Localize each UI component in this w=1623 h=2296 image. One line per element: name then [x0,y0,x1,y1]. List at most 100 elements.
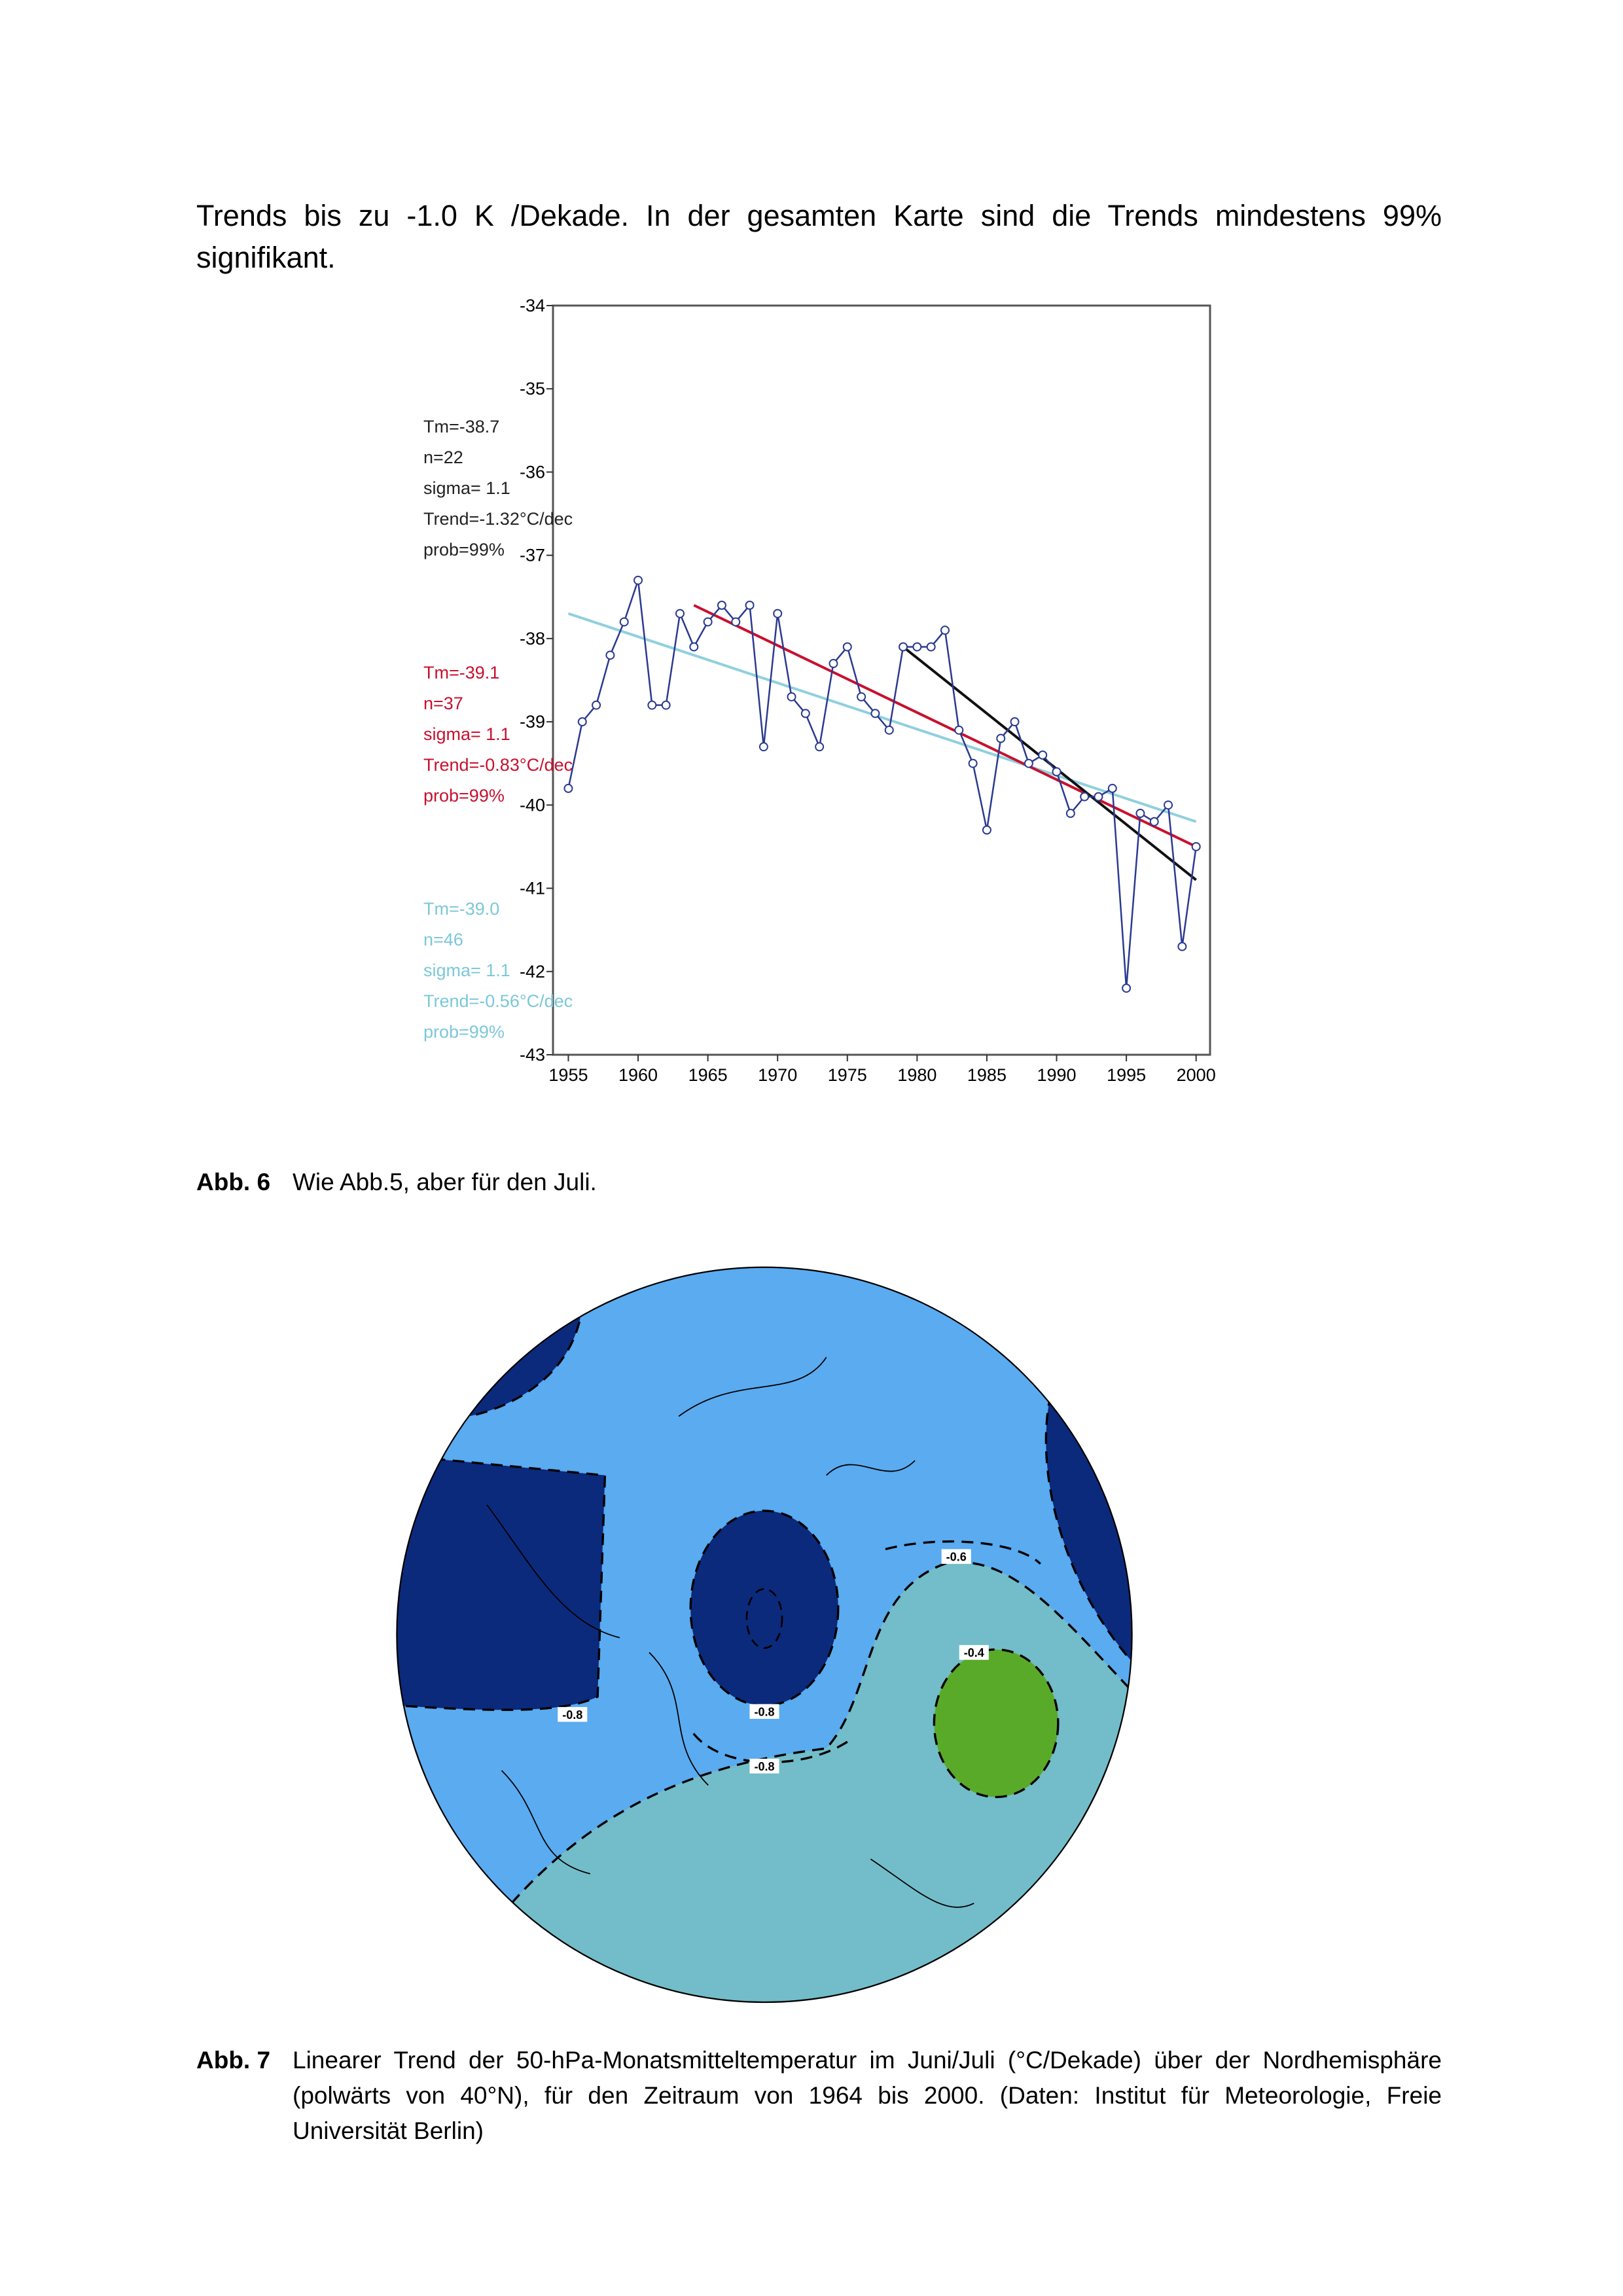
trend-line [693,604,1197,848]
annotation: Tm=-39.0 [423,899,499,919]
data-point [1135,809,1145,819]
data-point [1065,809,1075,819]
x-tick-label: 1995 [1107,1065,1146,1085]
data-point [829,659,838,669]
caption-text: Linearer Trend der 50-hPa-Monatsmittelte… [293,2047,1442,2144]
data-point [619,617,629,627]
caption: Abb. 7 Linearer Trend der 50-hPa-Monatsm… [196,2043,1442,2154]
x-tick-label: 1965 [688,1065,728,1085]
y-tick-label: -38 [520,629,545,648]
annotation: n=46 [423,930,463,949]
x-tick-label: 1955 [548,1065,588,1085]
coastline [486,1356,974,1908]
data-point [731,617,741,627]
annotation: sigma= 1.1 [423,961,510,980]
map-fields [397,1267,1132,2002]
data-point [996,733,1006,743]
data-point [758,742,768,752]
paragraph: Trends bis zu -1.0 K /Dekade. In der ges… [196,199,1442,274]
annotation: Trend=-0.83°C/dec [423,755,573,775]
label-bg [749,1758,779,1774]
x-tick-label: 1980 [897,1065,936,1085]
data-point [1010,717,1020,727]
field-dark [397,1452,607,1711]
y-tick-label: -42 [520,962,545,981]
y-tick-label: -40 [520,795,545,815]
x-tick-label: 2000 [1177,1065,1216,1085]
data-point [800,709,810,718]
annotation: sigma= 1.1 [423,724,510,744]
data-point [1107,783,1117,793]
data-point [1038,751,1048,760]
data-point [857,692,866,701]
caption-label: Abb. 7 [196,2047,271,2074]
data-point [1024,758,1033,768]
data-point [954,725,964,735]
data-point [592,700,601,710]
contour [745,1588,783,1650]
data-point [675,609,685,618]
annotation: prob=99% [423,786,505,805]
data-point [870,709,880,718]
y-tick-label: -34 [520,296,545,315]
contour [885,1540,1041,1565]
contour-labels: -0.6 -0.4 -0.8 -0.8 -0.8 [558,1549,989,1774]
label-bg [558,1706,588,1722]
data-point [912,642,922,652]
data-point [787,692,796,701]
data-point [703,617,713,627]
data-point [884,725,894,735]
data-point [717,601,726,610]
data-point [689,642,699,652]
label-bg [959,1645,989,1660]
annotation: Trend=-0.56°C/dec [423,991,573,1011]
field-dark [689,1510,840,1707]
annotation: Tm=-38.7 [423,417,499,436]
data-point [773,609,783,618]
data-point [926,642,936,652]
annotation: sigma= 1.1 [423,478,510,498]
y-tick-label: -36 [520,462,545,482]
annotation: Trend=-1.32°C/dec [423,509,573,529]
map: -0.6 -0.4 -0.8 -0.8 -0.8 [396,1266,1133,2004]
y-tick-label: -35 [520,379,545,398]
data-point [899,642,908,652]
data-point [563,783,573,793]
data-point [605,650,615,660]
x-tick-label: 1960 [618,1065,658,1085]
data-point [661,700,671,710]
contour-label: -0.4 [964,1646,984,1659]
data-point [745,601,755,610]
data-point [1149,817,1159,826]
x-tick-label: 1990 [1037,1065,1076,1085]
data-point [1080,792,1090,802]
caption: Abb. 6 Wie Abb.5, aber für den Juli. [196,1165,1442,1200]
annotation: n=22 [423,448,463,467]
trend-line [567,612,1197,823]
caption-text: Wie Abb.5, aber für den Juli. [293,1169,597,1195]
y-tick-label: -43 [520,1045,545,1065]
x-tick-label: 1970 [758,1065,797,1085]
contour-label: -0.8 [562,1708,582,1722]
data-point [1094,792,1103,802]
data-point [633,575,643,585]
data-point [1122,983,1132,993]
data-point [1191,841,1201,851]
data-point [968,758,978,768]
contour-label: -0.8 [754,1760,774,1773]
annotation: n=37 [423,694,463,713]
contour-label: -0.6 [946,1551,967,1564]
annotation: prob=99% [423,1022,505,1042]
annotation: Tm=-39.1 [423,663,499,682]
data-point [1052,767,1061,777]
x-tick-label: 1975 [828,1065,867,1085]
label-bg [749,1704,779,1719]
x-tick-label: 1985 [967,1065,1007,1085]
data-point [1164,800,1173,810]
caption-label: Abb. 6 [196,1169,271,1195]
data-point [842,642,852,652]
y-tick-label: -37 [520,546,545,565]
data-point [647,700,657,710]
